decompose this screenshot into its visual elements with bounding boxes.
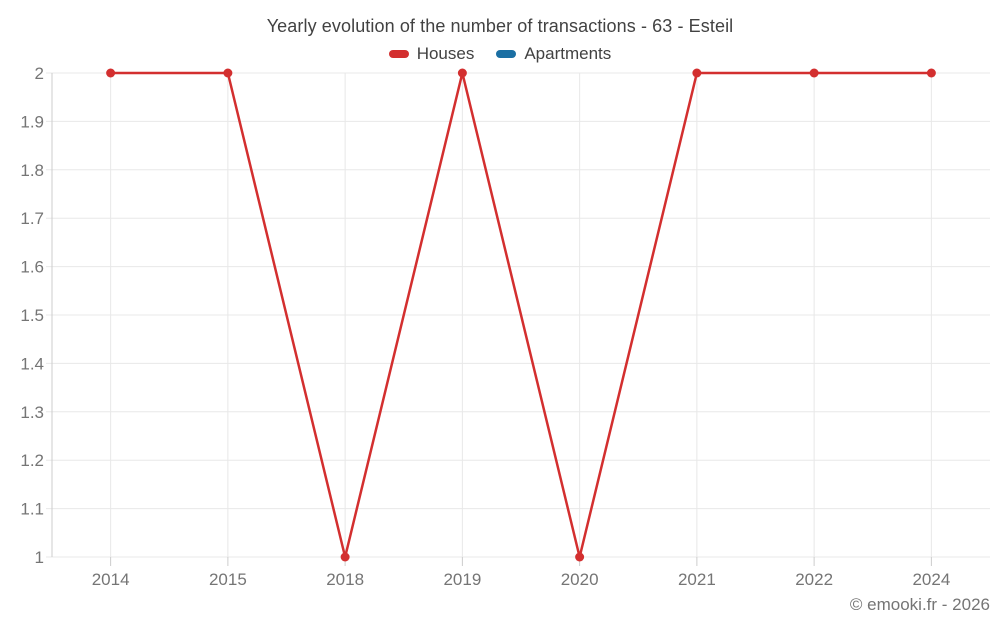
x-tick-label: 2014 [92,570,130,589]
y-tick-label: 1.7 [20,209,44,228]
axes [51,73,932,566]
legend-item-apartments[interactable]: Apartments [496,44,611,64]
data-point-houses [575,552,585,562]
x-tick-label: 2024 [912,570,950,589]
data-point-houses [926,68,936,78]
y-tick-label: 1.8 [20,161,44,180]
y-tick-label: 1 [35,548,44,567]
data-point-houses [457,68,467,78]
houses-series-swatch-icon [388,50,409,58]
y-tick-label: 1.5 [20,306,44,325]
legend: Houses Apartments [0,44,1000,64]
copyright-credit: © emooki.fr - 2026 [849,595,990,614]
legend-label-apartments: Apartments [524,44,612,63]
apartments-series-swatch-icon [496,50,517,58]
y-tick-label: 1.1 [20,500,44,519]
y-tick-label: 1.4 [20,354,44,373]
y-tick-label: 1.2 [20,451,44,470]
series-line-houses [110,71,932,559]
x-tick-label: 2015 [209,570,247,589]
chart-title: Yearly evolution of the number of transa… [266,16,734,36]
axis-tick-labels: 2 1.9 1.8 1.7 1.6 1.5 1.4 1.3 1.2 1.1 1 2014 2015 201… [20,64,950,589]
data-point-houses [809,68,819,78]
data-point-houses [106,68,116,78]
x-tick-label: 2021 [678,570,716,589]
data-point-houses [692,68,702,78]
y-tick-label: 1.3 [20,403,44,422]
x-tick-label: 2019 [443,570,481,589]
y-tick-label: 1.9 [20,112,44,131]
data-point-houses [340,552,350,562]
data-point-houses [223,68,233,78]
y-tick-label: 2 [35,64,44,83]
y-tick-label: 1.6 [20,258,44,277]
data-series [106,68,936,562]
x-tick-label: 2018 [326,570,364,589]
legend-label-houses: Houses [416,44,475,63]
x-tick-label: 2022 [795,570,833,589]
legend-item-houses[interactable]: Houses [388,44,475,64]
grid-lines [46,72,990,558]
x-tick-label: 2020 [561,570,599,589]
